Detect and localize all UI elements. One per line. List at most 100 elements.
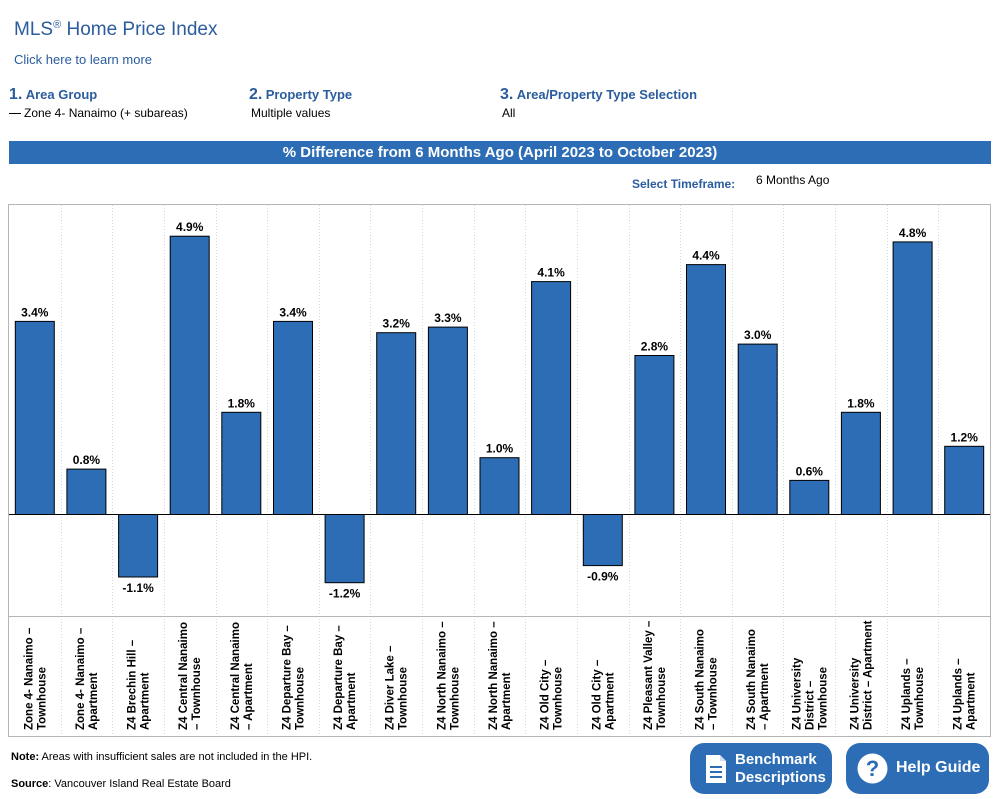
learn-more-link[interactable]: Click here to learn more [14,52,152,67]
help-guide-button[interactable]: ? Help Guide [846,743,989,794]
category-label-line: Townhouse [553,667,565,730]
data-label: 3.3% [434,311,462,325]
data-label: -0.9% [587,570,619,584]
page-title: MLS® Home Price Index [14,19,218,40]
data-label: 1.8% [228,396,256,410]
category-label-line: – Apartment [243,663,255,730]
bar [582,514,623,567]
category-label: Z4 Central Nanaimo– Apartment [230,622,255,730]
document-icon [704,754,728,789]
bar [789,479,830,515]
category-label: Zone 4- Nanaimo –Townhouse [23,627,48,730]
filter-property-type[interactable]: 2. Property Type Multiple values [249,86,353,120]
legend-line [9,113,21,115]
category-label: Z4 UniversityDistrict – Apartment [849,620,874,730]
bar [892,241,933,515]
bar [737,343,778,515]
category-label-line: Apartment [88,672,100,730]
category-label-line: Z4 Departure Bay – [282,625,294,730]
category-label: Z4 Departure Bay –Apartment [333,625,358,730]
category-label: Z4 South Nanaimo– Apartment [746,629,771,730]
bars [14,235,985,584]
bar [686,264,726,515]
bar [944,445,985,515]
data-label: -1.2% [329,587,361,601]
chart-title-banner: % Difference from 6 Months Ago (April 20… [9,141,991,164]
category-label-line: Townhouse [36,667,48,730]
bar [273,320,313,515]
chart-frame [8,204,991,737]
category-label-line: Z4 Old City – [540,659,552,730]
category-label-line: Townhouse [295,667,307,730]
category-label-line: Z4 South Nanaimo [695,629,707,730]
category-label-line: Z4 Brechin Hill – [127,639,139,730]
category-label-line: Townhouse [398,667,410,730]
svg-text:?: ? [866,756,879,781]
category-label: Z4 Pleasant Valley –Townhouse [643,620,668,730]
category-label-line: Townhouse [914,667,926,730]
filter-area-property-selection[interactable]: 3. Area/Property Type Selection All [500,86,698,120]
category-label: Z4 South Nanaimo– Townhouse [695,629,720,730]
category-label-line: Zone 4- Nanaimo – [75,627,87,730]
category-label: Z4 Diver Lake –Townhouse [385,645,410,730]
data-label: 4.9% [176,220,204,234]
bar [531,281,572,515]
data-label: 0.6% [796,464,824,478]
category-label-line: Apartment [140,672,152,730]
bar [221,411,262,515]
category-label-line: Z4 Central Nanaimo [178,622,190,730]
bar [169,235,210,515]
bar [66,468,107,516]
category-label: Z4 Old City –Apartment [591,659,616,730]
data-label: 1.0% [486,442,514,456]
category-label: Z4 Uplands –Townhouse [901,658,926,730]
benchmark-descriptions-button[interactable]: Benchmark Descriptions [690,743,832,794]
data-label: 3.0% [744,328,772,342]
bar [376,332,417,516]
category-label-line: Z4 Old City – [591,659,603,730]
data-label: 1.8% [847,396,875,410]
category-label: Z4 Central Nanaimo– Townhouse [178,622,203,730]
value-labels: 3.4% 0.8% -1.1% 4.9% 1.8% 3.4% -1.2% 3.2% 3.3% 1.… [21,220,978,601]
category-label-line: Townhouse [656,667,668,730]
category-label-line: Z4 Central Nanaimo [230,622,242,730]
category-label-line: Apartment [346,672,358,730]
category-label-line: Z4 Departure Bay – [333,625,345,730]
timeframe-select[interactable]: 6 Months Ago [756,173,830,187]
category-label-line: Zone 4- Nanaimo – [23,627,35,730]
category-label-line: Townhouse [817,667,829,730]
category-label-line: – Townhouse [708,657,720,730]
category-label: Z4 Old City –Townhouse [540,659,565,730]
category-label-line: Z4 North Nanaimo – [488,621,500,730]
data-label: 0.8% [73,453,101,467]
data-label: 4.8% [899,226,927,240]
filter-area-group[interactable]: 1. Area Group Zone 4- Nanaimo (+ subarea… [9,86,188,120]
data-label: 4.1% [537,266,565,280]
category-label: Z4 Departure Bay –Townhouse [282,625,307,730]
bar [840,411,881,515]
category-label-line: Z4 Diver Lake – [385,645,397,730]
bar [324,514,365,584]
note-text: Note: Areas with insufficient sales are … [11,751,313,763]
help-guide-label: Help Guide [896,759,981,776]
timeframe-label: Select Timeframe: [632,177,736,191]
category-labels: Zone 4- Nanaimo –Townhouse Zone 4- Nanaim… [23,620,977,730]
category-label-line: Z4 Uplands – [953,658,965,730]
category-label-line: – Townhouse [191,657,203,730]
benchmark-label-2: Descriptions [735,769,826,786]
bar [14,320,55,515]
category-label-line: Apartment [501,672,513,730]
category-label: Z4 UniversityDistrict –Townhouse [791,657,829,730]
data-label: 2.8% [641,340,669,354]
category-label-line: Z4 University [849,657,861,730]
category-label-line: Apartment [966,672,978,730]
source-text: Source: Vancouver Island Real Estate Boa… [11,778,231,790]
category-label-line: Z4 Uplands – [901,658,913,730]
bar [118,514,159,578]
question-circle-icon: ? [857,753,888,789]
category-label: Z4 North Nanaimo –Townhouse [436,621,461,730]
category-label: Z4 Brechin Hill –Apartment [127,639,152,730]
category-label-line: – Apartment [759,663,771,730]
category-label-line: Z4 North Nanaimo – [436,621,448,730]
data-label: 3.4% [279,305,307,319]
